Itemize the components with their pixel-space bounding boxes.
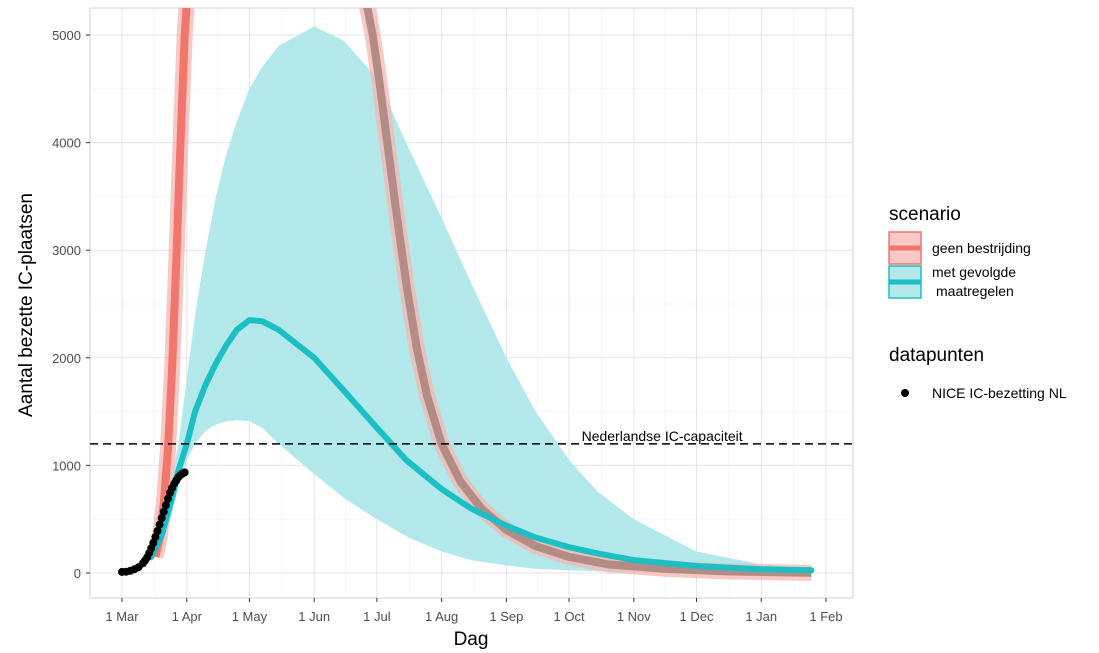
data-point [153, 527, 162, 535]
band-met-gevolgde-maatregelen [151, 26, 812, 573]
x-tick-label: 1 Feb [809, 609, 842, 624]
legend-datapunten: datapunten NICE IC-bezetting NL [889, 345, 1067, 401]
data-point [159, 507, 168, 516]
x-tick-label: 1 Jul [363, 609, 391, 624]
y-tick-label: 4000 [52, 136, 81, 151]
data-point [151, 533, 160, 541]
legend-scenario-title: scenario [889, 204, 961, 225]
data-point [161, 501, 170, 510]
legend-item-geen-bestrijding: geen bestrijding [888, 231, 1031, 265]
x-tick-label: 1 Apr [172, 609, 203, 624]
legend-label-points: NICE IC-bezetting NL [932, 385, 1067, 401]
x-tick-label: 1 Oct [554, 609, 585, 624]
x-tick-label: 1 May [232, 609, 268, 624]
legend-label-geen: geen bestrijding [932, 240, 1031, 256]
legend-data-title: datapunten [889, 345, 984, 366]
legend-label-met-line2: maatregelen [936, 283, 1014, 299]
x-tick-label: 1 Nov [617, 609, 651, 624]
legend-label-met: met gevolgde maatregelen [932, 264, 1020, 299]
y-tick-label: 2000 [52, 351, 81, 366]
y-tick-label: 5000 [52, 28, 81, 43]
data-point [155, 520, 164, 529]
legend-item-met-maatregelen: met gevolgde maatregelen [888, 264, 1020, 299]
x-tick-label: 1 Jan [745, 609, 777, 624]
y-tick-label: 3000 [52, 243, 81, 258]
data-point [157, 514, 166, 523]
data-point [180, 468, 189, 477]
line-met-gevolgde-maatregelen [148, 317, 815, 574]
chart-marks [90, 8, 853, 581]
x-tick-label: 1 Aug [425, 609, 458, 624]
x-tick-label: 1 Dec [679, 609, 713, 624]
y-axis-title: Aantal bezette IC-plaatsen [16, 193, 37, 417]
x-axis-title: Dag [454, 629, 489, 650]
line-geen-bestrijding [363, 8, 812, 577]
y-tick-label: 1000 [52, 458, 81, 473]
legend-label-met-line1: met gevolgde [932, 264, 1016, 280]
x-tick-label: 1 Mar [105, 609, 139, 624]
x-tick-label: 1 Sep [489, 609, 523, 624]
legend-point-swatch [901, 389, 909, 397]
axes: 1 Mar 1 Apr 1 May 1 Jun 1 Jul 1 Aug 1 Sep 1 Oct… [52, 28, 843, 624]
capacity-label: Nederlandse IC-capaciteit [582, 428, 743, 444]
y-tick-label: 0 [74, 566, 81, 581]
x-tick-label: 1 Jun [298, 609, 330, 624]
legend-scenario: scenario geen bestrijding met gevolgde m… [888, 204, 1031, 299]
